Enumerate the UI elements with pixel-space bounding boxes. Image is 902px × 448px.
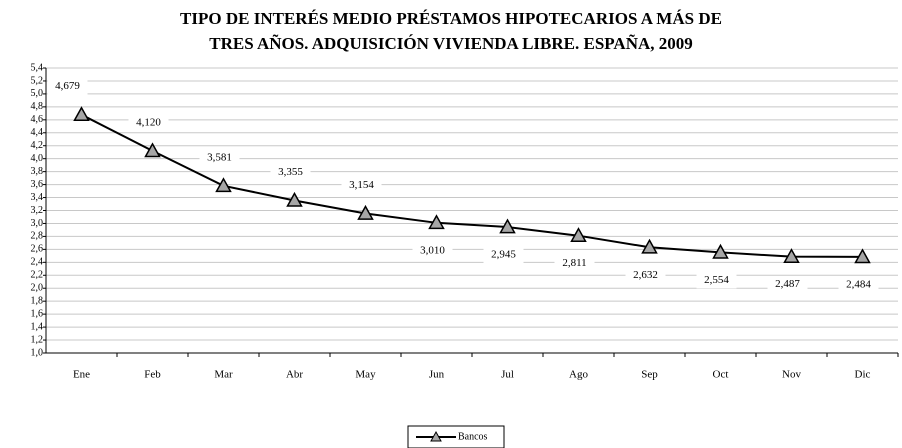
legend-marker [430,430,442,442]
label-bg [128,114,169,131]
data-label: 2,484 [846,278,871,290]
x-tick-label: Jun [429,369,445,381]
data-label: 3,581 [207,151,232,163]
y-tick-label: 1,8 [31,295,44,306]
marker [357,204,374,220]
label-bg [412,242,453,259]
label-bg [483,247,524,264]
marker [73,106,90,122]
x-tick-label: Oct [713,369,729,381]
x-tick-label: Jul [501,369,514,381]
y-tick-label: 1,4 [31,321,44,332]
label-bg [199,149,240,166]
marker [286,191,303,207]
y-tick-label: 5,2 [31,75,44,86]
series-line [81,113,863,258]
label-bg [270,164,311,181]
x-tick-label: Abr [286,369,303,381]
data-label: 2,632 [633,269,658,281]
label-bg [47,78,88,95]
y-tick-label: 1,0 [31,347,44,358]
x-tick-label: May [355,369,376,381]
y-tick-label: 2,6 [31,244,44,255]
data-label: 2,811 [562,257,586,269]
data-label: 3,154 [349,179,374,191]
marker [641,238,658,254]
data-label: 4,120 [136,116,161,128]
label-bg [341,177,382,194]
data-label: 2,945 [491,249,516,261]
data-label: 4,679 [55,80,80,92]
label-bg [696,272,737,289]
label-bg [625,267,666,284]
x-tick-label: Mar [214,369,233,381]
marker [854,248,871,264]
x-tick-label: Dic [855,369,871,381]
data-label: 3,010 [420,244,445,256]
y-tick-label: 2,0 [31,283,44,294]
marker [144,142,161,158]
marker [783,248,800,264]
label-bg [838,276,879,293]
chart-title: TRES AÑOS. ADQUISICIÓN VIVIENDA LIBRE. E… [209,34,693,53]
x-tick-label: Sep [641,369,658,381]
marker [428,214,445,230]
y-tick-label: 2,4 [31,257,44,268]
y-tick-label: 4,0 [31,153,44,164]
y-tick-label: 4,4 [31,127,44,138]
y-tick-label: 4,8 [31,101,44,112]
y-tick-label: 3,2 [31,205,44,216]
label-bg [767,276,808,293]
y-tick-label: 2,2 [31,270,44,281]
data-label: 2,554 [704,274,729,286]
label-bg [554,255,595,272]
x-tick-label: Feb [144,369,161,381]
legend-label: Bancos [458,431,488,442]
marker [712,243,729,259]
marker [570,227,587,243]
y-tick-label: 3,0 [31,218,44,229]
chart-title: TIPO DE INTERÉS MEDIO PRÉSTAMOS HIPOTECA… [180,9,722,28]
x-tick-label: Ago [569,369,588,381]
data-label: 3,355 [278,166,303,178]
y-tick-label: 2,8 [31,231,44,242]
y-tick-label: 1,2 [31,334,44,345]
x-tick-label: Nov [782,369,801,381]
y-tick-label: 3,8 [31,166,44,177]
x-tick-label: Ene [73,369,90,381]
y-tick-label: 5,4 [31,62,44,73]
data-label: 2,487 [775,278,800,290]
y-tick-label: 3,4 [31,192,44,203]
y-tick-label: 1,6 [31,308,44,319]
y-tick-label: 4,6 [31,114,44,125]
y-tick-label: 3,6 [31,179,44,190]
y-tick-label: 5,0 [31,88,44,99]
marker [499,218,516,234]
y-tick-label: 4,2 [31,140,44,151]
marker [215,177,232,193]
